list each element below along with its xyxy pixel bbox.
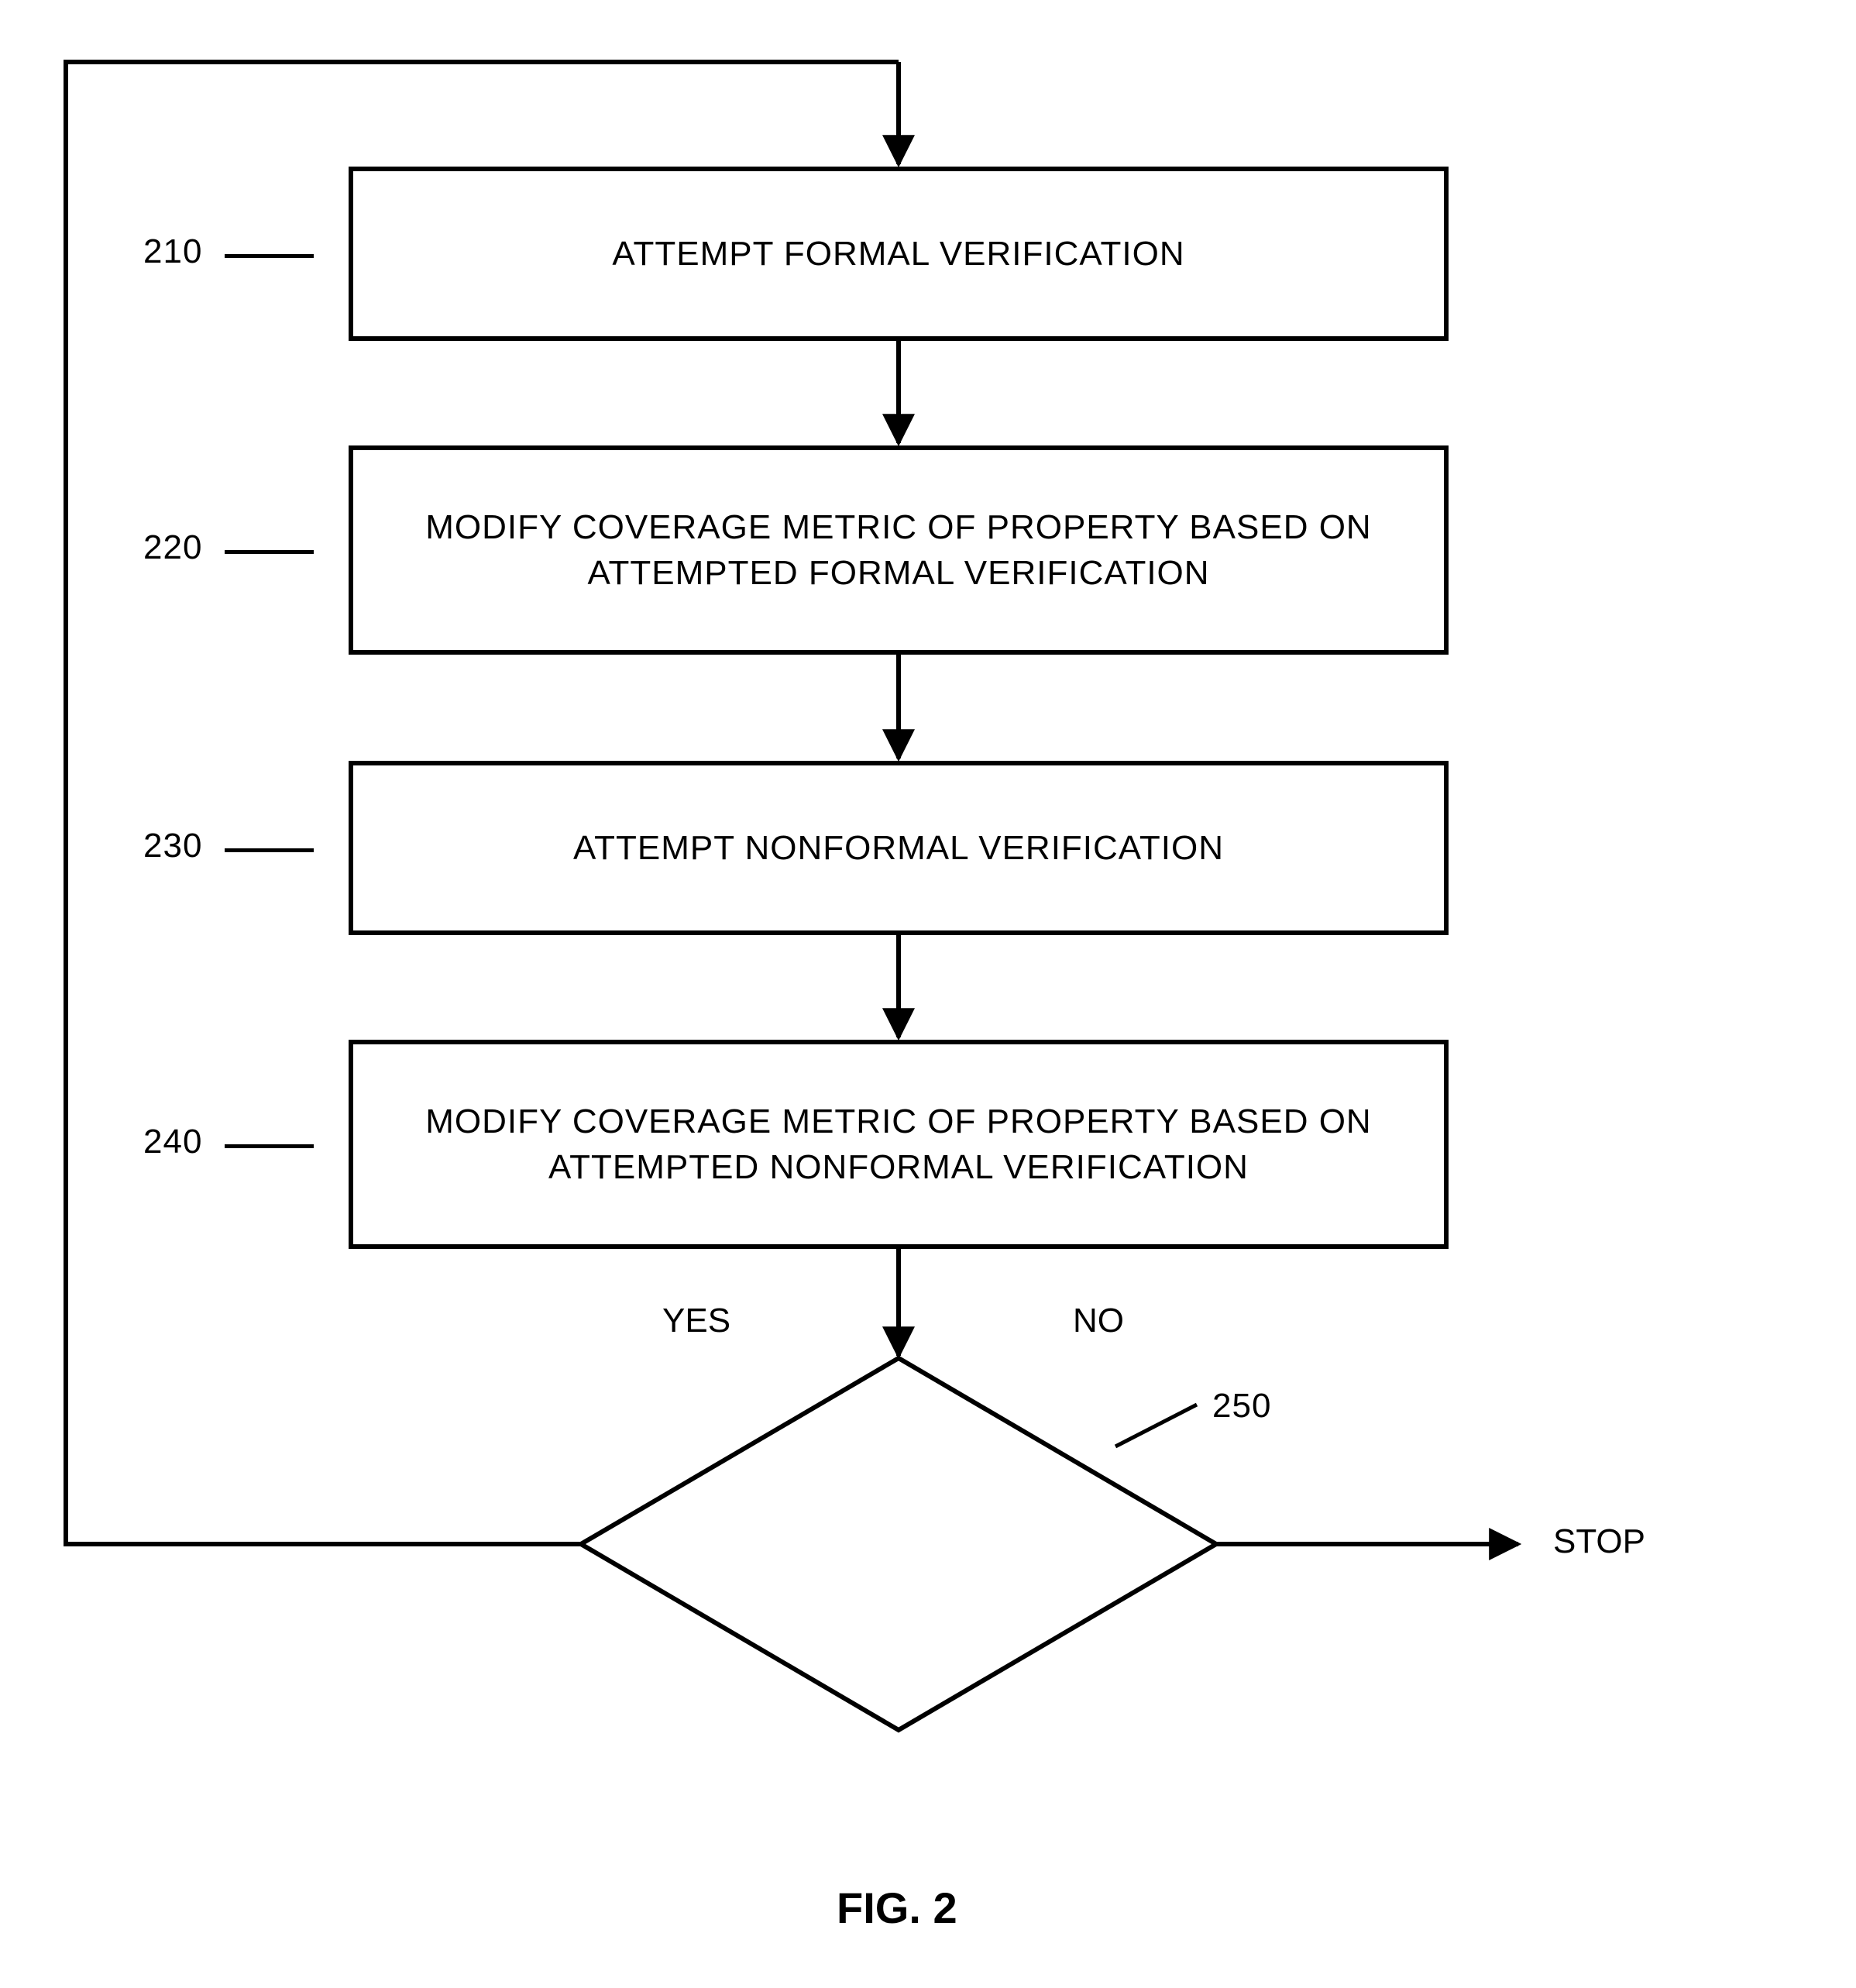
stop-label: STOP <box>1553 1522 1645 1561</box>
ref-label-250: 250 <box>1212 1387 1271 1426</box>
no-label: NO <box>1073 1302 1124 1340</box>
ref-dash-230 <box>225 848 314 852</box>
ref-dash-240 <box>225 1144 314 1148</box>
ref-label-240: 240 <box>143 1123 202 1161</box>
process-box-220: MODIFY COVERAGE METRIC OF PROPERTY BASED… <box>349 445 1449 655</box>
figure-label: FIG. 2 <box>837 1883 957 1933</box>
process-box-210-text: ATTEMPT FORMAL VERIFICATION <box>612 231 1184 277</box>
decision-text: ATTEMPT MOREVERIFICATION OFPROPERTY? <box>744 1472 1053 1610</box>
process-box-230-text: ATTEMPT NONFORMAL VERIFICATION <box>573 825 1224 871</box>
ref-leader-250 <box>1115 1405 1197 1446</box>
ref-dash-210 <box>225 254 314 258</box>
ref-label-210: 210 <box>143 232 202 271</box>
process-box-240: MODIFY COVERAGE METRIC OF PROPERTY BASED… <box>349 1040 1449 1249</box>
process-box-210: ATTEMPT FORMAL VERIFICATION <box>349 167 1449 341</box>
ref-label-230: 230 <box>143 827 202 865</box>
process-box-220-text: MODIFY COVERAGE METRIC OF PROPERTY BASED… <box>425 504 1371 597</box>
flowchart-canvas: ATTEMPT FORMAL VERIFICATION 210 MODIFY C… <box>0 0 1856 1988</box>
yes-label: YES <box>662 1302 730 1340</box>
ref-label-220: 220 <box>143 528 202 567</box>
process-box-240-text: MODIFY COVERAGE METRIC OF PROPERTY BASED… <box>425 1099 1371 1191</box>
process-box-230: ATTEMPT NONFORMAL VERIFICATION <box>349 761 1449 935</box>
ref-dash-220 <box>225 550 314 554</box>
